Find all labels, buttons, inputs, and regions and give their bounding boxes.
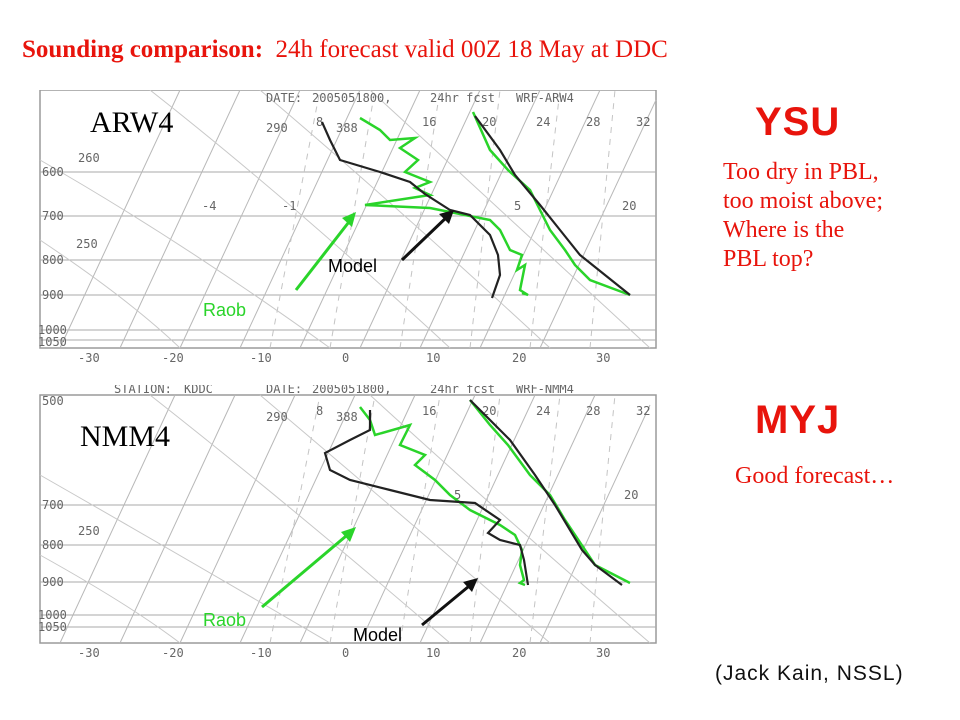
ysu-note-line: too moist above; bbox=[723, 188, 883, 214]
header-date-value: 2005051800, bbox=[312, 385, 391, 396]
pressure-label-600: 600 bbox=[42, 165, 64, 179]
temp-tick: 10 bbox=[426, 351, 440, 365]
header-date-value: 2005051800, bbox=[312, 91, 391, 105]
pressure-label-900: 900 bbox=[42, 288, 64, 302]
header-model: WRF-ARW4 bbox=[516, 91, 574, 105]
temp-tick: -30 bbox=[78, 351, 100, 365]
panel-label-arw4: ARW4 bbox=[90, 106, 174, 139]
myj-note: Good forecast… bbox=[735, 463, 895, 489]
raob-dewpoint-trace bbox=[359, 406, 526, 587]
model-label: Model bbox=[353, 625, 403, 645]
mixing-label: 8 bbox=[316, 115, 323, 129]
mixing-label: 32 bbox=[636, 404, 650, 418]
mixing-label: 290 bbox=[266, 410, 288, 424]
model-arrow bbox=[400, 212, 452, 262]
theta-label: 250 bbox=[76, 237, 98, 251]
header-model: WRF-NMM4 bbox=[516, 385, 574, 396]
header-forecast: 24hr fcst bbox=[430, 91, 495, 105]
model-dewpoint-trace bbox=[320, 121, 502, 299]
pressure-label-800: 800 bbox=[42, 253, 64, 267]
theta-label: 250 bbox=[78, 524, 100, 538]
model-label: Model bbox=[328, 256, 378, 276]
mixing-label: 16 bbox=[422, 115, 436, 129]
ysu-note: Too dry in PBL, too moist above; Where i… bbox=[723, 158, 883, 274]
panel-label-nmm4: NMM4 bbox=[80, 420, 171, 453]
temp-tick: -10 bbox=[250, 646, 272, 660]
ysu-note-line: PBL top? bbox=[723, 246, 814, 272]
model-arrow bbox=[421, 580, 475, 627]
skewt-diagram-nmm4: STATION: KDDC DATE: 2005051800, 24hr fcs… bbox=[38, 385, 657, 660]
raob-temperature-trace bbox=[471, 111, 631, 297]
mixing-label: 388 bbox=[336, 121, 358, 135]
pressure-label-1050: 1050 bbox=[38, 620, 67, 634]
title-rest: 24h forecast valid 00Z 18 May at DDC bbox=[275, 36, 668, 63]
slide-title: Sounding comparison: 24h forecast valid … bbox=[22, 36, 668, 64]
temp-tick: 30 bbox=[596, 646, 610, 660]
model-arrowhead bbox=[463, 578, 478, 592]
temp-tick: 0 bbox=[342, 351, 349, 365]
title-bold: Sounding comparison: bbox=[22, 36, 264, 63]
header-date: DATE: bbox=[266, 91, 302, 105]
raob-arrow bbox=[261, 529, 353, 609]
raob-label: Raob bbox=[203, 610, 247, 630]
raob-label: Raob bbox=[203, 300, 247, 320]
header-date: DATE: bbox=[266, 385, 302, 396]
pressure-label-1000: 1000 bbox=[38, 323, 67, 337]
temp-tick: 20 bbox=[512, 351, 526, 365]
pressure-label-1000: 1000 bbox=[38, 608, 67, 622]
raob-arrowhead bbox=[342, 212, 356, 227]
mixing-label: 16 bbox=[422, 404, 436, 418]
raob-arrow bbox=[294, 217, 354, 291]
mixing-label: 290 bbox=[266, 121, 288, 135]
temp-tick: -30 bbox=[78, 646, 100, 660]
theta-label: 260 bbox=[78, 151, 100, 165]
model-temperature-trace bbox=[469, 399, 623, 586]
raob-arrowhead bbox=[341, 527, 356, 542]
mixing-label: 24 bbox=[536, 404, 550, 418]
temp-tick: 0 bbox=[342, 646, 349, 660]
scheme-label-myj: MYJ bbox=[755, 398, 841, 442]
temp-tick: -20 bbox=[162, 646, 184, 660]
mixing-label: 28 bbox=[586, 115, 600, 129]
scheme-label-ysu: YSU bbox=[755, 100, 841, 144]
mixing-label: 28 bbox=[586, 404, 600, 418]
pressure-label-700: 700 bbox=[42, 209, 64, 223]
model-arrowhead bbox=[439, 210, 454, 224]
temp-tick: 20 bbox=[512, 646, 526, 660]
model-dewpoint-trace bbox=[323, 410, 530, 586]
pressure-label-1050: 1050 bbox=[38, 335, 67, 349]
mixing-label: 5 bbox=[454, 488, 461, 502]
mixing-label: 20 bbox=[622, 199, 636, 213]
mixing-label: -4 bbox=[202, 199, 216, 213]
pressure-label-800: 800 bbox=[42, 538, 64, 552]
mixing-label: -1 bbox=[282, 199, 296, 213]
model-temperature-trace bbox=[474, 115, 631, 296]
temp-tick: -10 bbox=[250, 351, 272, 365]
credit: (Jack Kain, NSSL) bbox=[715, 662, 904, 685]
mixing-label: 5 bbox=[514, 199, 521, 213]
raob-dewpoint-trace bbox=[359, 116, 529, 297]
mixing-label: 388 bbox=[336, 410, 358, 424]
header-forecast: 24hr fcst bbox=[430, 385, 495, 396]
pressure-label-500: 500 bbox=[42, 394, 64, 408]
temp-tick: -20 bbox=[162, 351, 184, 365]
skewt-frame bbox=[39, 394, 657, 644]
mixing-label: 20 bbox=[482, 115, 496, 129]
header-station: STATION: bbox=[114, 385, 172, 396]
ysu-note-line: Where is the bbox=[723, 217, 845, 243]
mixing-label: 8 bbox=[316, 404, 323, 418]
temp-tick: 10 bbox=[426, 646, 440, 660]
mixing-label: 20 bbox=[624, 488, 638, 502]
mixing-label: 32 bbox=[636, 115, 650, 129]
skewt-frame bbox=[39, 90, 657, 349]
header-station-id: KDDC bbox=[184, 385, 213, 396]
mixing-label: 24 bbox=[536, 115, 550, 129]
temp-tick: 30 bbox=[596, 351, 610, 365]
ysu-note-line: Too dry in PBL, bbox=[723, 159, 879, 185]
pressure-label-900: 900 bbox=[42, 575, 64, 589]
pressure-label-700: 700 bbox=[42, 498, 64, 512]
skewt-diagram-arw4: DATE: 2005051800, 24hr fcst WRF-ARW4 600… bbox=[38, 90, 657, 365]
